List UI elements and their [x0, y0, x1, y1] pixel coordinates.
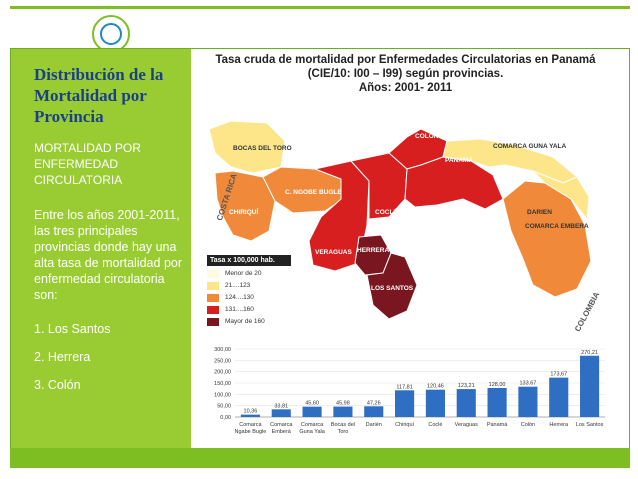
x-tick-label: Comarca	[270, 422, 293, 428]
bar	[487, 387, 507, 417]
region-santos	[366, 252, 418, 320]
x-tick-label: Guna Yala	[299, 429, 325, 435]
x-tick-label: Herrera	[549, 422, 569, 428]
x-tick-label: Los Santos	[576, 422, 604, 428]
legend-item: Menor de 20	[207, 269, 291, 278]
list-item: 1. Los Santos	[34, 322, 111, 336]
bar	[240, 414, 260, 417]
slide-title: Distribución de la Mortalidad por Provin…	[34, 65, 164, 126]
legend-item: 131....160	[207, 305, 291, 314]
x-tick-label: Chiriquí	[395, 422, 414, 428]
region-panama	[404, 156, 504, 210]
region-chiriqui	[214, 170, 276, 242]
legend-label: Menor de 20	[225, 270, 262, 277]
legend-swatch	[207, 281, 219, 290]
bar	[456, 389, 476, 417]
x-tick-label: Comarca	[239, 422, 262, 428]
bar	[333, 406, 353, 417]
legend-item: 21....123	[207, 281, 291, 290]
bar-value-label: 123,21	[458, 383, 475, 389]
x-tick-label: Veraguas	[455, 422, 478, 428]
region-embera	[532, 170, 590, 221]
legend-swatch	[207, 317, 219, 326]
map-label-santos: LOS SANTOS	[371, 285, 414, 292]
bar-value-label: 133,67	[520, 381, 537, 387]
bar-value-label: 173,67	[550, 372, 567, 378]
panama-map	[193, 99, 618, 339]
legend-label: 21....123	[225, 282, 251, 289]
slide-body: Entre los años 2001-2011, las tres princ…	[34, 208, 183, 302]
map-label-veraguas: VERAGUAS	[315, 249, 352, 256]
legend-swatch	[207, 305, 219, 314]
x-tick-label: Panamá	[487, 422, 508, 428]
figure: Tasa cruda de mortalidad por Enfermedade…	[193, 49, 618, 448]
x-tick-label: Bocas del	[331, 422, 355, 428]
legend-label: 124....130	[225, 294, 254, 301]
bar-value-label: 10,36	[244, 409, 258, 415]
map-label-ngobe: C. NGOBE BUGLE	[285, 189, 342, 196]
bar	[364, 406, 384, 417]
x-tick-label: Ngabe Bugle	[235, 429, 267, 435]
legend-swatch	[207, 293, 219, 302]
bar-value-label: 270,21	[581, 350, 598, 356]
figure-title-line: Años: 2001- 2011	[358, 82, 453, 94]
bar-value-label: 45,60	[305, 401, 319, 407]
bar-value-label: 47,26	[367, 400, 381, 406]
x-tick-label: Emberá	[272, 429, 292, 435]
legend-swatch	[207, 269, 219, 278]
legend-label: Mayor de 160	[225, 318, 265, 325]
map-label-colon: COLÓN	[415, 133, 439, 140]
bar	[580, 355, 600, 417]
figure-title: Tasa cruda de mortalidad por Enfermedade…	[193, 53, 618, 95]
legend-label: 131....160	[225, 306, 254, 313]
legend-item: 124....130	[207, 293, 291, 302]
x-tick-label: Comarca	[301, 422, 324, 428]
bar	[271, 409, 291, 417]
bar-value-label: 117,81	[396, 384, 412, 390]
bar	[549, 377, 569, 417]
figure-title-line: Tasa cruda de mortalidad por Enfermedade…	[215, 54, 596, 66]
slide-logo-icon	[92, 15, 130, 53]
bar	[425, 389, 445, 417]
y-tick-label: 50,00	[217, 404, 231, 410]
figure-title-line: (CIE/10: I00 – I99) según provincias.	[307, 68, 504, 80]
map-label-guna: COMARCA GUNA YALA	[493, 143, 567, 150]
map-label-herrera: HERRERA	[357, 247, 390, 254]
list-item: 3. Colón	[34, 378, 81, 392]
x-tick-label: Toro	[338, 429, 349, 435]
x-tick-label: Darién	[366, 422, 382, 428]
y-tick-label: 200,00	[214, 370, 231, 376]
bar-chart: 0,00 50,00 100,00 150,00 200,00 250,00 300,00 1…	[214, 347, 605, 435]
legend-title: Tasa x 100,000 hab.	[207, 255, 291, 266]
x-tick-label: Coclé	[428, 422, 442, 428]
bottom-bar	[10, 448, 630, 468]
map-label-cocle: COCLÉ	[375, 209, 398, 216]
bar-value-label: 120,46	[427, 384, 444, 390]
map-label-panama: PANAMÁ	[445, 157, 474, 164]
bar	[302, 406, 322, 417]
region-darien	[502, 180, 592, 298]
bar-value-label: 33,81	[274, 403, 288, 409]
map-label-bocas: BOCAS DEL TORO	[233, 145, 292, 152]
map-label-embera: COMARCA EMBERA	[525, 223, 589, 230]
y-tick-label: 250,00	[214, 358, 231, 364]
bar	[518, 386, 538, 417]
left-panel	[11, 49, 191, 448]
map-label-darien: DARIEN	[527, 209, 552, 216]
bar-value-label: 128,00	[489, 382, 506, 388]
map-label-chiriqui: CHIRIQUÍ	[229, 209, 259, 216]
map-legend: Tasa x 100,000 hab. Menor de 20 21....12…	[207, 255, 291, 326]
y-tick-label: 300,00	[214, 347, 231, 353]
y-tick-label: 150,00	[214, 381, 231, 387]
x-tick-label: Colón	[521, 422, 535, 428]
slide-subtitle: MORTALIDAD POR ENFERMEDAD CIRCULATORIA	[34, 141, 141, 187]
bar-value-label: 45,98	[336, 401, 350, 407]
y-tick-label: 100,00	[214, 392, 231, 398]
bar	[395, 390, 415, 417]
legend-item: Mayor de 160	[207, 317, 291, 326]
y-tick-label: 0,00	[220, 415, 231, 421]
list-item: 2. Herrera	[34, 350, 91, 364]
